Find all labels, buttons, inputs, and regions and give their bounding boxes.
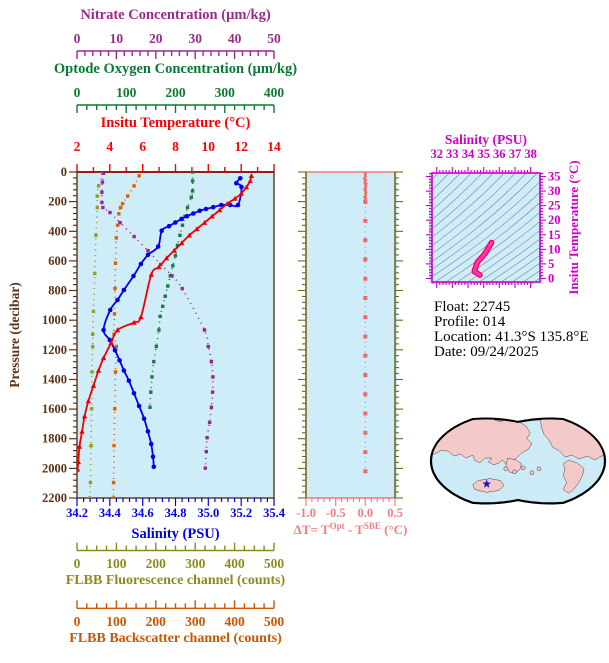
svg-text:34.6: 34.6 [132,506,154,520]
svg-text:20: 20 [548,213,561,227]
svg-text:1600: 1600 [42,402,67,416]
svg-text:6: 6 [139,139,146,154]
svg-text:100: 100 [106,556,127,571]
svg-text:300: 300 [185,614,206,629]
svg-text:10: 10 [202,139,216,154]
svg-text:400: 400 [224,556,245,571]
svg-text:400: 400 [48,224,67,238]
svg-text:200: 200 [48,195,67,209]
svg-text:35.4: 35.4 [263,506,286,520]
svg-text:37: 37 [509,147,522,161]
svg-text:8: 8 [172,139,179,154]
svg-text:34.8: 34.8 [165,506,187,520]
svg-text:10: 10 [548,242,561,256]
svg-text:-1.0: -1.0 [296,506,316,520]
svg-text:400: 400 [224,614,245,629]
svg-text:35.0: 35.0 [197,506,219,520]
svg-text:35: 35 [477,147,490,161]
svg-text:0: 0 [74,31,81,46]
svg-text:FLBB Fluorescence channel (cou: FLBB Fluorescence channel (counts) [66,573,286,588]
svg-text:200: 200 [146,614,167,629]
svg-text:30: 30 [188,31,202,46]
svg-text:400: 400 [264,85,285,100]
svg-text:600: 600 [48,254,67,268]
svg-text:1200: 1200 [42,343,67,357]
svg-text:Nitrate Concentration (µm/kg): Nitrate Concentration (µm/kg) [80,7,271,23]
svg-text:500: 500 [264,614,285,629]
svg-text:Date: 09/24/2025: Date: 09/24/2025 [434,344,539,360]
svg-text:2200: 2200 [42,491,67,505]
svg-text:2000: 2000 [42,461,67,475]
svg-text:4: 4 [106,139,113,154]
svg-text:36: 36 [493,147,506,161]
svg-text:0.5: 0.5 [387,506,403,520]
svg-text:15: 15 [548,228,561,242]
svg-text:20: 20 [149,31,163,46]
svg-text:Location: 41.3°S 135.8°E: Location: 41.3°S 135.8°E [434,329,588,345]
svg-text:ΔT= TOpt - TSBE (°C): ΔT= TOpt - TSBE (°C) [294,521,408,537]
svg-text:14: 14 [267,139,281,154]
svg-text:50: 50 [267,31,281,46]
svg-text:34.2: 34.2 [66,506,88,520]
svg-text:1400: 1400 [42,373,67,387]
svg-text:0: 0 [548,272,554,286]
svg-text:35: 35 [548,170,561,184]
svg-text:-0.5: -0.5 [326,506,346,520]
svg-text:Salinity (PSU): Salinity (PSU) [131,526,219,542]
svg-text:10: 10 [110,31,124,46]
svg-text:1000: 1000 [42,313,67,327]
svg-text:0.0: 0.0 [357,506,373,520]
svg-text:FLBB Backscatter channel (coun: FLBB Backscatter channel (counts) [69,631,282,646]
svg-text:0: 0 [74,614,81,629]
svg-text:0: 0 [74,85,81,100]
svg-text:200: 200 [146,556,167,571]
svg-text:2: 2 [74,139,81,154]
svg-text:Profile: 014: Profile: 014 [434,314,506,330]
svg-text:Optode Oxygen Concentration (µ: Optode Oxygen Concentration (µm/kg) [54,61,297,77]
svg-text:35.2: 35.2 [230,506,252,520]
svg-text:Insitu Temperature (°C): Insitu Temperature (°C) [101,115,251,131]
svg-text:34.4: 34.4 [99,506,122,520]
svg-text:30: 30 [548,184,561,198]
svg-text:300: 300 [185,556,206,571]
svg-text:Insitu Temperature (°C): Insitu Temperature (°C) [566,160,581,294]
svg-text:0: 0 [74,556,81,571]
svg-text:100: 100 [106,614,127,629]
svg-text:Pressure (decibar): Pressure (decibar) [7,282,22,388]
svg-text:34: 34 [462,147,475,161]
svg-text:300: 300 [215,85,236,100]
svg-text:800: 800 [48,284,67,298]
svg-text:500: 500 [264,556,285,571]
svg-text:0: 0 [61,165,67,179]
svg-text:12: 12 [234,139,248,154]
svg-text:Salinity (PSU): Salinity (PSU) [445,132,527,147]
svg-text:100: 100 [116,85,137,100]
svg-text:200: 200 [165,85,186,100]
svg-text:38: 38 [524,147,537,161]
svg-text:40: 40 [228,31,242,46]
svg-text:Float: 22745: Float: 22745 [434,299,510,315]
svg-text:25: 25 [548,199,561,213]
svg-text:32: 32 [430,147,443,161]
svg-text:1800: 1800 [42,432,67,446]
svg-text:33: 33 [446,147,459,161]
svg-text:5: 5 [548,257,554,271]
